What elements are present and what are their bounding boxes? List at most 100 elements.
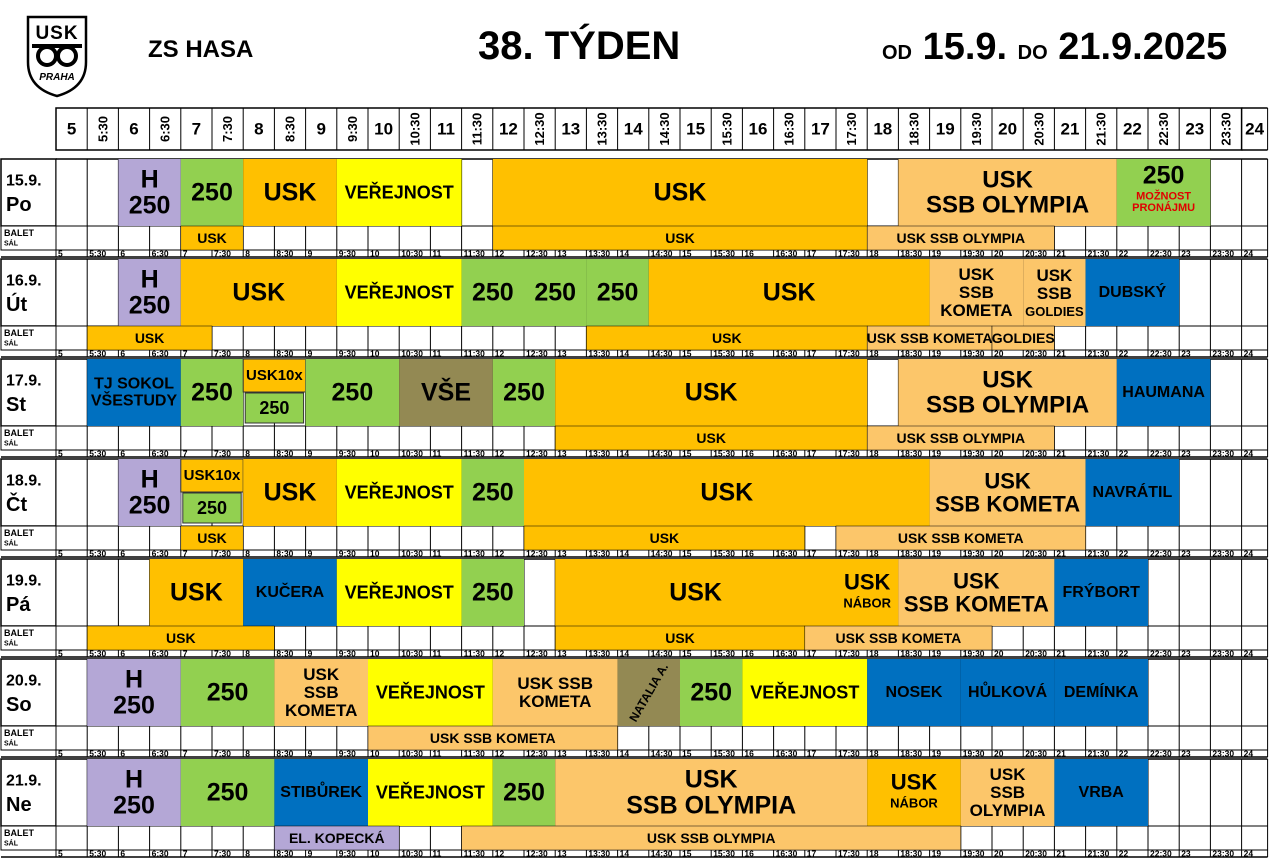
booking-block bbox=[243, 559, 337, 626]
ruler-label: 20 bbox=[994, 349, 1004, 359]
ruler-label: 22:30 bbox=[1150, 549, 1172, 559]
ruler-label: 6 bbox=[120, 649, 125, 659]
booking-block bbox=[555, 359, 868, 426]
sub-label: BALET bbox=[4, 328, 34, 338]
ruler-label: 8 bbox=[245, 549, 250, 559]
ruler-label: 21 bbox=[1056, 249, 1066, 259]
booking-text: H bbox=[141, 165, 159, 193]
ruler-label: 20:30 bbox=[1025, 549, 1047, 559]
ballet-block bbox=[835, 525, 1086, 551]
ballet-block bbox=[866, 425, 1055, 451]
booking-text: VEŘEJNOST bbox=[750, 682, 859, 703]
ruler-label: 16 bbox=[744, 649, 754, 659]
sub-label: SÁL bbox=[4, 339, 19, 348]
time-label: 7 bbox=[192, 120, 201, 139]
ruler-label: 18:30 bbox=[900, 449, 922, 459]
ruler-label: 6 bbox=[120, 849, 125, 859]
ruler-label: 5:30 bbox=[89, 249, 106, 259]
ruler-label: 9:30 bbox=[339, 649, 356, 659]
time-label: 8 bbox=[254, 120, 263, 139]
booking-block bbox=[399, 359, 493, 426]
ruler-label: 15:30 bbox=[713, 749, 735, 759]
ruler-label: 5 bbox=[58, 649, 63, 659]
ruler-label: 6 bbox=[120, 349, 125, 359]
ruler-label: 18:30 bbox=[900, 649, 922, 659]
sub-label: SÁL bbox=[4, 539, 19, 548]
ruler-label: 7:30 bbox=[214, 549, 231, 559]
ruler-label: 7 bbox=[183, 849, 188, 859]
ruler-label: 5 bbox=[58, 249, 63, 259]
ruler-label: 6:30 bbox=[152, 249, 169, 259]
ruler-label: 9:30 bbox=[339, 549, 356, 559]
ruler-label: 22 bbox=[1119, 349, 1129, 359]
ruler-label: 15 bbox=[682, 849, 692, 859]
range-to: 21.9.2025 bbox=[1058, 26, 1228, 68]
ruler-label: 9 bbox=[308, 849, 313, 859]
week-title: 38. TÝDEN bbox=[478, 24, 681, 68]
booking-block bbox=[1085, 259, 1180, 326]
ruler-label: 19 bbox=[932, 649, 942, 659]
ruler-label: 24 bbox=[1244, 549, 1254, 559]
ruler-label: 17:30 bbox=[838, 349, 860, 359]
ruler-label: 18:30 bbox=[900, 249, 922, 259]
day-label-cell bbox=[0, 558, 57, 627]
ruler-label: 19 bbox=[932, 449, 942, 459]
booking-text: VEŘEJNOST bbox=[345, 582, 454, 603]
ruler-label: 16:30 bbox=[776, 449, 798, 459]
ruler-label: 23:30 bbox=[1212, 849, 1234, 859]
ruler-label: 18:30 bbox=[900, 749, 922, 759]
day-date: 15.9. bbox=[6, 173, 42, 190]
ruler-label: 23:30 bbox=[1212, 449, 1234, 459]
booking-block bbox=[1054, 759, 1148, 826]
ruler-label: 9 bbox=[308, 649, 313, 659]
ruler-label: 24 bbox=[1244, 849, 1254, 859]
ruler-label: 18 bbox=[869, 649, 879, 659]
ruler-label: 13:30 bbox=[588, 649, 610, 659]
ruler-label: 13:30 bbox=[588, 849, 610, 859]
ruler-label: 8:30 bbox=[276, 749, 293, 759]
ruler-label: 23:30 bbox=[1212, 749, 1234, 759]
ruler-label: 13:30 bbox=[588, 249, 610, 259]
booking-text: USK bbox=[685, 379, 738, 407]
booking-block bbox=[867, 759, 961, 826]
ruler-label: 9 bbox=[308, 749, 313, 759]
booking-text: H bbox=[125, 765, 143, 793]
booking-block bbox=[648, 259, 930, 326]
ruler-label: 10:30 bbox=[401, 449, 423, 459]
booking-text: USK bbox=[953, 568, 1000, 593]
ruler-label: 14:30 bbox=[651, 249, 673, 259]
ruler-label: 9:30 bbox=[339, 349, 356, 359]
ruler-label: 13:30 bbox=[588, 449, 610, 459]
booking-text: VEŘEJNOST bbox=[376, 782, 485, 803]
booking-text: 250 bbox=[129, 192, 171, 220]
ruler-label: 17:30 bbox=[838, 649, 860, 659]
ballet-text: USK SSB OLYMPIA bbox=[896, 430, 1025, 446]
booking-block bbox=[149, 559, 244, 626]
time-label: 10 bbox=[374, 120, 393, 139]
ruler-label: 6:30 bbox=[152, 749, 169, 759]
booking-block bbox=[867, 659, 961, 726]
ruler-label: 11 bbox=[432, 749, 441, 759]
ruler-label: 22:30 bbox=[1150, 449, 1172, 459]
booking-text: USK bbox=[990, 765, 1027, 784]
booking-block bbox=[1054, 559, 1148, 626]
ruler-label: 9:30 bbox=[339, 449, 356, 459]
sub-label: SÁL bbox=[4, 639, 19, 648]
ruler-label: 7 bbox=[183, 249, 188, 259]
ruler-label: 21 bbox=[1056, 449, 1066, 459]
ruler-label: 11:30 bbox=[464, 349, 486, 359]
booking-block bbox=[898, 159, 1117, 226]
ruler-label: 23 bbox=[1181, 649, 1191, 659]
ruler-label: 23:30 bbox=[1212, 349, 1234, 359]
ruler-label: 16 bbox=[744, 549, 754, 559]
ruler-label: 7:30 bbox=[214, 849, 231, 859]
ruler-label: 9:30 bbox=[339, 749, 356, 759]
booking-block bbox=[555, 559, 836, 626]
ruler-label: 8 bbox=[245, 449, 250, 459]
ruler-label: 18 bbox=[869, 449, 879, 459]
booking-block bbox=[274, 759, 368, 826]
ruler-label: 16 bbox=[744, 449, 754, 459]
ruler-label: 19 bbox=[932, 749, 942, 759]
booking-block bbox=[180, 759, 275, 826]
ruler-label: 24 bbox=[1244, 249, 1254, 259]
